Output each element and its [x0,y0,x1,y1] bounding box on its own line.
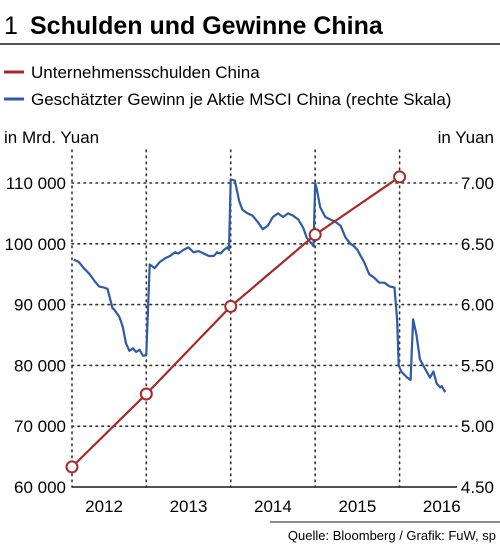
y-tick-left-label: 90 000 [14,296,66,315]
grid [71,149,458,488]
debt-point [393,170,407,184]
chart-title-number: 1 [4,12,18,40]
y-axis-left-label: in Mrd. Yuan [4,128,99,147]
debt-point [139,387,153,401]
y-tick-left-label: 100 000 [5,235,66,254]
chart-title: Schulden und Gewinne China [30,12,384,40]
debt-point [224,299,238,313]
x-tick-label: 2012 [85,497,123,516]
y-tick-left-label: 110 000 [6,174,66,193]
x-tick-label: 2014 [254,497,292,516]
y-tick-right-label: 5.50 [461,356,494,375]
y-axis-right-label: in Yuan [438,128,494,147]
y-tick-left-label: 80 000 [14,356,66,375]
x-tick-label: 2013 [170,497,208,516]
tick-labels: 110 000 100 000 90 000 80 000 70 000 60 000 7.… [5,174,494,516]
debt-point [65,460,79,474]
legend: Unternehmensschulden China Geschätzter G… [4,63,451,109]
debt-point [308,228,322,242]
y-tick-left-label: 70 000 [14,417,66,436]
series [65,170,447,474]
legend-label-eps: Geschätzter Gewinn je Aktie MSCI China (… [31,90,451,109]
y-tick-right-label: 7.00 [461,174,494,193]
y-tick-right-label: 6.00 [461,296,494,315]
source-note: Quelle: Bloomberg / Grafik: FuW, sp [288,528,496,543]
y-tick-right-label: 6.50 [461,235,494,254]
y-tick-right-label: 5.00 [461,417,494,436]
y-tick-left-label: 60 000 [14,478,66,497]
legend-label-debt: Unternehmensschulden China [31,63,260,82]
eps-series-line [73,178,447,393]
x-tick-label: 2015 [338,497,376,516]
x-tick-label: 2016 [423,497,461,516]
y-tick-right-label: 4.50 [461,478,494,497]
